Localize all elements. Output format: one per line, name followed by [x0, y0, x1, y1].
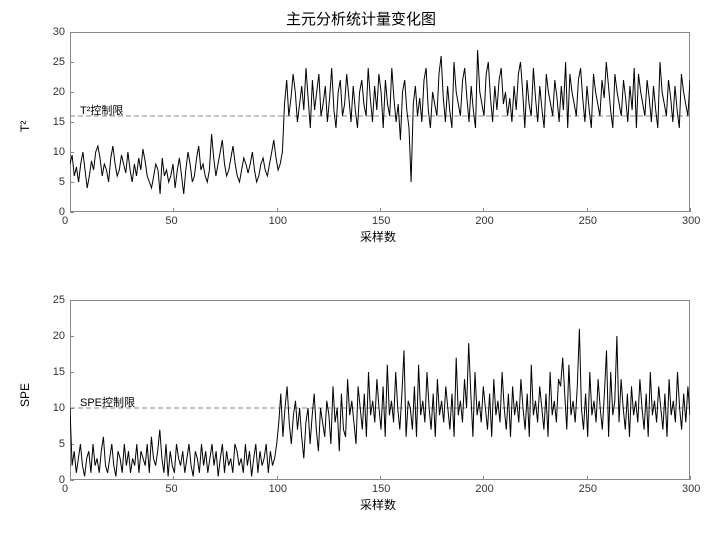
chart-svg — [70, 300, 690, 480]
xtick-label: 300 — [682, 215, 700, 227]
ytick-label: 20 — [53, 330, 65, 342]
xtick-label: 150 — [372, 483, 390, 495]
xtick-mark — [690, 208, 691, 212]
xtick-label: 250 — [579, 483, 597, 495]
xtick-label: 200 — [475, 215, 493, 227]
xtick-label: 100 — [269, 215, 287, 227]
ytick-label: 20 — [53, 86, 65, 98]
xtick-label: 0 — [62, 215, 68, 227]
data-line — [70, 50, 690, 194]
xtick-label: 100 — [269, 483, 287, 495]
chart2-ylabel: SPE — [18, 377, 32, 407]
xtick-label: 150 — [372, 215, 390, 227]
chart1-xlabel: 采样数 — [360, 228, 396, 245]
ytick-label: 15 — [53, 116, 65, 128]
xtick-label: 0 — [62, 483, 68, 495]
xtick-label: 50 — [165, 483, 177, 495]
chart1-ylabel: T² — [18, 112, 32, 132]
xtick-label: 200 — [475, 483, 493, 495]
chart-svg — [70, 32, 690, 212]
ytick-label: 10 — [53, 402, 65, 414]
ytick-label: 10 — [53, 146, 65, 158]
chart2-xlabel: 采样数 — [360, 496, 396, 513]
xtick-label: 50 — [165, 215, 177, 227]
ytick-label: 30 — [53, 26, 65, 38]
ytick-mark — [70, 212, 74, 213]
ytick-label: 15 — [53, 366, 65, 378]
xtick-label: 250 — [579, 215, 597, 227]
xtick-label: 300 — [682, 483, 700, 495]
ytick-mark — [70, 480, 74, 481]
xtick-mark — [690, 476, 691, 480]
figure-title: 主元分析统计量变化图 — [0, 8, 722, 29]
ytick-label: 5 — [59, 176, 65, 188]
ytick-label: 5 — [59, 438, 65, 450]
data-line — [70, 329, 690, 477]
ytick-label: 25 — [53, 56, 65, 68]
ytick-label: 25 — [53, 294, 65, 306]
